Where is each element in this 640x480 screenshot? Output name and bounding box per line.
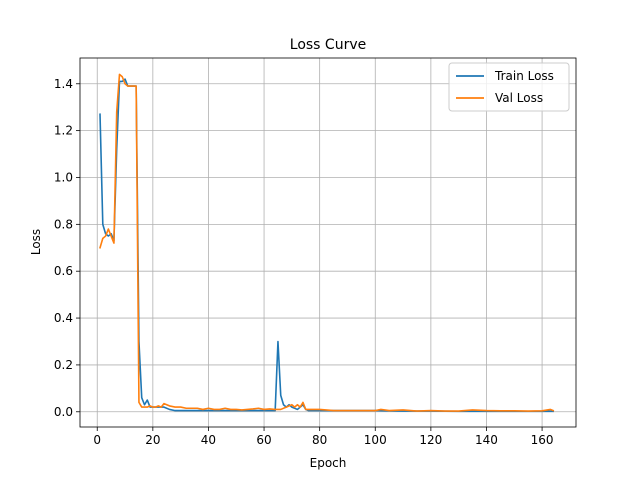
plot-area-frame: [79, 57, 577, 428]
x-tick-label: 40: [201, 433, 216, 447]
y-tick-label: 0.0: [54, 405, 73, 419]
x-tick-label: 60: [256, 433, 271, 447]
y-tick-label: 0.6: [54, 264, 73, 278]
x-tick-label: 140: [475, 433, 498, 447]
legend-label-train-loss: Train Loss: [494, 69, 554, 83]
y-tick-label: 1.0: [54, 170, 73, 184]
y-tick-label: 1.2: [54, 124, 73, 138]
x-tick-label: 20: [145, 433, 160, 447]
y-axis-ticks: 0.0 0.2 0.4 0.6 0.8 1.0 1.2 1.4: [54, 77, 80, 419]
x-axis-label: Epoch: [310, 456, 347, 470]
series-line-val-loss: [99, 73, 555, 412]
chart-title: Loss Curve: [290, 37, 366, 53]
y-tick-label: 0.4: [54, 311, 73, 325]
legend-label-val-loss: Val Loss: [495, 91, 543, 105]
legend-frame: [448, 62, 570, 112]
plot-series: [99, 73, 555, 413]
x-tick-label: 100: [364, 433, 387, 447]
y-tick-label: 1.4: [54, 77, 73, 91]
x-tick-label: 120: [419, 433, 442, 447]
x-tick-label: 80: [312, 433, 327, 447]
legend: Train Loss Val Loss: [448, 62, 570, 112]
x-tick-label: 0: [93, 433, 101, 447]
y-tick-label: 0.2: [54, 358, 73, 372]
x-axis-ticks: 0 20 40 60 80 100 120 140 160: [93, 427, 554, 447]
y-axis-label: Loss: [29, 229, 43, 255]
x-tick-label: 160: [531, 433, 554, 447]
y-tick-label: 0.8: [54, 217, 73, 231]
